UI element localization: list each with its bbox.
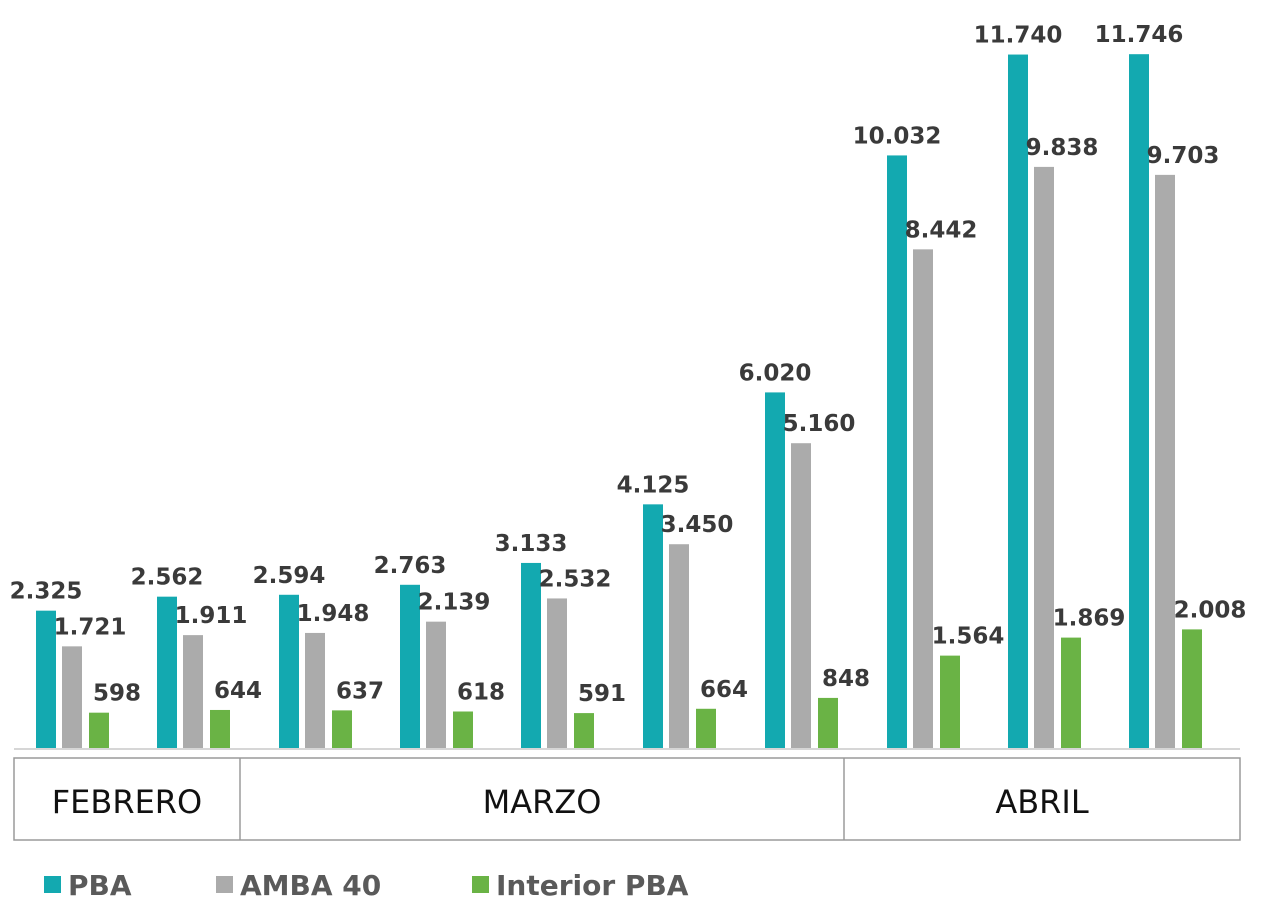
month-label-marzo: MARZO (483, 783, 602, 821)
legend-label-pba: PBA (68, 869, 132, 900)
bar-pba-9 (1008, 54, 1028, 748)
bar-pba-4 (400, 584, 420, 748)
value-label-pba-6: 4.125 (617, 472, 690, 498)
month-table-border (13, 757, 1241, 841)
value-label-amba-40-10: 9.703 (1147, 143, 1220, 169)
bar-amba-40-8 (913, 249, 933, 748)
value-label-amba-40-9: 9.838 (1026, 135, 1099, 161)
value-label-amba-40-5: 2.532 (539, 566, 612, 592)
bar-pba-5 (521, 562, 541, 748)
bar-amba-40-7 (791, 443, 811, 748)
legend: PBA AMBA 40 Interior PBA (44, 869, 689, 900)
bar-interior-pba-3 (332, 710, 352, 748)
value-label-interior-pba-8: 1.564 (932, 624, 1005, 650)
bar-interior-pba-2 (210, 709, 230, 748)
bars-layer (36, 54, 1202, 749)
legend-swatch-pba (44, 876, 61, 893)
value-label-pba-9: 11.740 (974, 23, 1063, 49)
month-label-febrero: FEBRERO (52, 783, 202, 821)
bar-pba-1 (36, 610, 56, 748)
bar-amba-40-5 (547, 598, 567, 748)
value-label-interior-pba-5: 591 (578, 681, 626, 707)
bar-amba-40-9 (1034, 166, 1054, 749)
value-label-pba-8: 10.032 (853, 123, 942, 149)
bar-amba-40-4 (426, 621, 446, 748)
value-label-pba-2: 2.562 (131, 565, 204, 591)
value-label-interior-pba-6: 664 (700, 677, 748, 703)
value-label-amba-40-2: 1.911 (175, 603, 248, 629)
bar-pba-8 (887, 155, 907, 748)
legend-label-interior-pba: Interior PBA (496, 869, 689, 900)
bar-interior-pba-8 (940, 655, 960, 748)
value-label-interior-pba-2: 644 (214, 678, 262, 704)
bar-pba-6 (643, 504, 663, 748)
bar-pba-10 (1129, 54, 1149, 749)
value-label-interior-pba-9: 1.869 (1053, 606, 1126, 632)
bar-interior-pba-7 (818, 697, 838, 748)
value-label-interior-pba-4: 618 (457, 679, 505, 705)
value-label-interior-pba-3: 637 (336, 678, 384, 704)
value-label-amba-40-1: 1.721 (54, 614, 127, 640)
bar-interior-pba-6 (696, 708, 716, 748)
value-label-pba-10: 11.746 (1095, 22, 1184, 48)
value-label-amba-40-3: 1.948 (297, 601, 370, 627)
value-label-interior-pba-7: 848 (822, 666, 870, 692)
value-label-interior-pba-1: 598 (93, 681, 141, 707)
value-label-amba-40-6: 3.450 (661, 512, 734, 538)
bar-interior-pba-4 (453, 711, 473, 748)
value-label-pba-1: 2.325 (10, 579, 83, 605)
value-label-amba-40-4: 2.139 (418, 590, 491, 616)
month-table: FEBRERO MARZO ABRIL (13, 757, 1241, 841)
value-label-pba-5: 3.133 (495, 531, 568, 557)
bar-amba-40-2 (183, 635, 203, 748)
bar-amba-40-6 (669, 544, 689, 748)
bar-pba-3 (279, 594, 299, 748)
bar-interior-pba-1 (89, 712, 109, 748)
month-label-abril: ABRIL (995, 783, 1089, 821)
bar-amba-40-10 (1155, 174, 1175, 748)
bar-interior-pba-10 (1182, 629, 1202, 748)
value-label-pba-4: 2.763 (374, 553, 447, 579)
legend-swatch-amba-40 (216, 876, 233, 893)
legend-swatch-interior-pba (472, 876, 489, 893)
bar-pba-7 (765, 392, 785, 748)
legend-label-amba-40: AMBA 40 (240, 869, 381, 900)
value-label-pba-7: 6.020 (739, 360, 812, 386)
value-label-interior-pba-10: 2.008 (1174, 597, 1247, 623)
value-label-amba-40-7: 5.160 (783, 411, 856, 437)
bar-amba-40-3 (305, 632, 325, 748)
bar-interior-pba-5 (574, 713, 594, 748)
bar-pba-2 (157, 596, 177, 748)
value-labels-layer: 2.325 2.562 2.594 2.763 3.133 4.125 6.020 10.03… (10, 22, 1247, 707)
bar-interior-pba-9 (1061, 637, 1081, 748)
bar-amba-40-1 (62, 646, 82, 748)
value-label-amba-40-8: 8.442 (905, 217, 978, 243)
value-label-pba-3: 2.594 (253, 563, 326, 589)
